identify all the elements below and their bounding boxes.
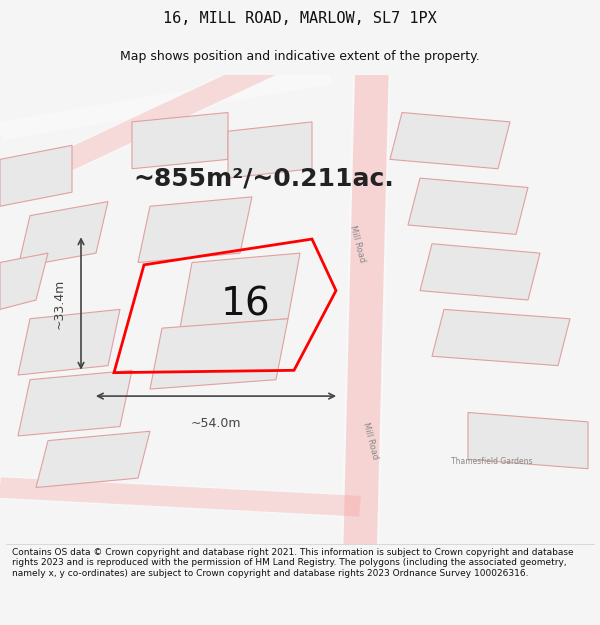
Polygon shape: [0, 57, 277, 201]
Polygon shape: [408, 178, 528, 234]
Text: ~54.0m: ~54.0m: [191, 418, 241, 430]
Polygon shape: [138, 197, 252, 262]
Text: 16, MILL ROAD, MARLOW, SL7 1PX: 16, MILL ROAD, MARLOW, SL7 1PX: [163, 11, 437, 26]
Polygon shape: [180, 253, 300, 328]
Polygon shape: [0, 145, 72, 206]
Polygon shape: [0, 66, 332, 141]
Text: Thamesfield Gardens: Thamesfield Gardens: [451, 458, 533, 466]
Text: ~33.4m: ~33.4m: [53, 278, 66, 329]
Text: ~855m²/~0.211ac.: ~855m²/~0.211ac.: [134, 166, 394, 190]
Polygon shape: [0, 476, 361, 518]
Text: Mill Road: Mill Road: [348, 224, 366, 263]
Polygon shape: [0, 56, 278, 202]
Text: Mill Road: Mill Road: [362, 421, 380, 460]
Polygon shape: [432, 309, 570, 366]
Polygon shape: [150, 319, 288, 389]
Polygon shape: [343, 66, 389, 553]
Polygon shape: [228, 122, 312, 178]
Text: Map shows position and indicative extent of the property.: Map shows position and indicative extent…: [120, 50, 480, 62]
Polygon shape: [18, 201, 108, 268]
Polygon shape: [0, 253, 48, 309]
Text: Contains OS data © Crown copyright and database right 2021. This information is : Contains OS data © Crown copyright and d…: [12, 548, 574, 578]
Polygon shape: [420, 244, 540, 300]
Polygon shape: [18, 309, 120, 375]
Polygon shape: [390, 112, 510, 169]
Polygon shape: [132, 112, 228, 169]
Polygon shape: [341, 66, 391, 553]
Polygon shape: [468, 412, 588, 469]
Polygon shape: [18, 370, 132, 436]
Polygon shape: [0, 478, 361, 516]
Polygon shape: [36, 431, 150, 488]
Text: 16: 16: [221, 286, 271, 324]
